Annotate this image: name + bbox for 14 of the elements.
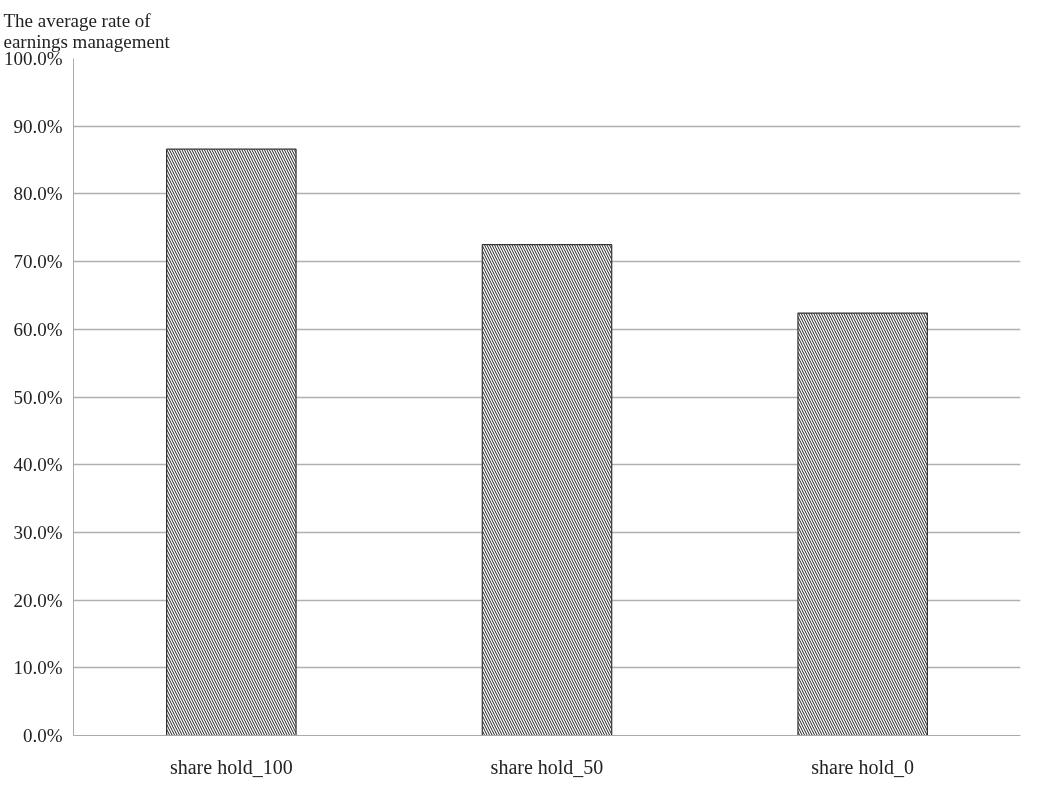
x-tick-label: share hold_50: [490, 755, 604, 778]
y-tick-label: 40.0%: [13, 454, 63, 476]
y-tick-label: 60.0%: [13, 318, 63, 340]
y-tick-label: 90.0%: [13, 115, 63, 137]
y-tick-label: 50.0%: [13, 386, 63, 408]
x-tick-label: share hold_100: [169, 755, 293, 778]
y-axis-title: The average rate of earnings management: [3, 9, 171, 52]
x-tick-label: share hold_0: [811, 755, 915, 778]
y-tick-label: 20.0%: [13, 589, 63, 611]
y-tick-label: 70.0%: [13, 251, 63, 273]
y-tick-label: 80.0%: [13, 183, 63, 205]
y-tick-label: 0.0%: [22, 725, 63, 746]
y-tick-label: 10.0%: [13, 657, 63, 679]
y-tick-label: 30.0%: [13, 521, 63, 543]
